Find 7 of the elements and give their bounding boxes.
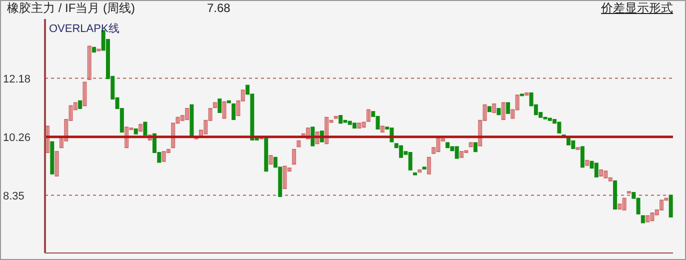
y-tick-label: 8.35 xyxy=(3,190,24,202)
y-tick-label: 10.26 xyxy=(3,132,31,144)
annotation: OVERLAPK线 xyxy=(49,22,120,36)
chart-title: 橡胶主力 / IF当月 (周线) xyxy=(7,1,135,16)
text: 7.68 xyxy=(207,1,230,16)
y-tick-label: 12.18 xyxy=(3,73,31,86)
text: 价差显示形式 xyxy=(601,1,673,16)
